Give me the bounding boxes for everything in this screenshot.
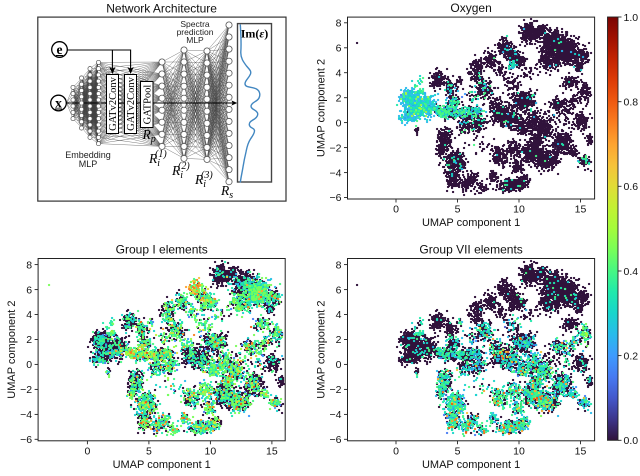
svg-text:2: 2 bbox=[336, 334, 342, 346]
svg-text:2: 2 bbox=[26, 334, 32, 346]
svg-text:10: 10 bbox=[513, 204, 525, 216]
svg-text:1.0: 1.0 bbox=[624, 12, 639, 24]
svg-text:Group I elements: Group I elements bbox=[116, 243, 208, 257]
svg-text:UMAP component 2: UMAP component 2 bbox=[316, 300, 328, 398]
svg-text:MLP: MLP bbox=[186, 35, 204, 45]
svg-text:0: 0 bbox=[393, 445, 399, 457]
svg-text:5: 5 bbox=[146, 445, 152, 457]
svg-text:GATPool: GATPool bbox=[142, 85, 153, 125]
svg-text:6: 6 bbox=[336, 284, 342, 296]
svg-text:−4: −4 bbox=[330, 167, 342, 179]
svg-text:UMAP component 2: UMAP component 2 bbox=[316, 59, 328, 157]
svg-text:−6: −6 bbox=[330, 434, 342, 446]
svg-text:8: 8 bbox=[336, 259, 342, 271]
svg-text:−2: −2 bbox=[330, 384, 342, 396]
svg-text:4: 4 bbox=[336, 67, 342, 79]
svg-text:2: 2 bbox=[336, 92, 342, 104]
svg-text:−4: −4 bbox=[20, 409, 32, 421]
svg-text:5: 5 bbox=[455, 445, 461, 457]
svg-text:Spectra: Spectra bbox=[180, 19, 210, 29]
svg-text:UMAP component 1: UMAP component 1 bbox=[422, 217, 520, 229]
svg-text:0: 0 bbox=[393, 204, 399, 216]
svg-text:−4: −4 bbox=[330, 409, 342, 421]
svg-text:e: e bbox=[57, 42, 63, 57]
svg-text:4: 4 bbox=[336, 309, 342, 321]
svg-text:0.2: 0.2 bbox=[624, 350, 639, 362]
svg-text:15: 15 bbox=[575, 204, 587, 216]
svg-text:Oxygen: Oxygen bbox=[450, 1, 491, 15]
svg-text:5: 5 bbox=[455, 204, 461, 216]
svg-text:0.6: 0.6 bbox=[624, 181, 639, 193]
svg-text:MLP: MLP bbox=[79, 159, 98, 169]
svg-text:UMAP component 1: UMAP component 1 bbox=[422, 459, 520, 471]
svg-text:−6: −6 bbox=[20, 434, 32, 446]
svg-text:8: 8 bbox=[336, 18, 342, 30]
svg-text:Network Architecture: Network Architecture bbox=[106, 2, 217, 16]
svg-text:−2: −2 bbox=[20, 384, 32, 396]
svg-text:0: 0 bbox=[336, 117, 342, 129]
svg-text:Group VII elements: Group VII elements bbox=[419, 243, 522, 257]
svg-text:−6: −6 bbox=[330, 192, 342, 204]
svg-text:0: 0 bbox=[26, 359, 32, 371]
svg-text:GATv2Conv: GATv2Conv bbox=[108, 76, 119, 130]
svg-text:−2: −2 bbox=[330, 142, 342, 154]
svg-text:x: x bbox=[55, 96, 62, 111]
svg-text:Im(ε): Im(ε) bbox=[241, 27, 269, 41]
svg-text:prediction: prediction bbox=[177, 27, 214, 37]
svg-text:6: 6 bbox=[26, 284, 32, 296]
svg-text:4: 4 bbox=[26, 309, 32, 321]
svg-text:0.0: 0.0 bbox=[624, 435, 639, 447]
svg-text:GATv2Conv: GATv2Conv bbox=[126, 76, 137, 130]
svg-text:0.4: 0.4 bbox=[624, 266, 639, 278]
svg-text:Embedding: Embedding bbox=[65, 150, 111, 160]
svg-text:UMAP component 1: UMAP component 1 bbox=[113, 459, 211, 471]
svg-text:10: 10 bbox=[513, 445, 525, 457]
svg-text:0: 0 bbox=[336, 359, 342, 371]
svg-text:UMAP component 2: UMAP component 2 bbox=[6, 300, 18, 398]
svg-text:8: 8 bbox=[26, 259, 32, 271]
svg-text:15: 15 bbox=[575, 445, 587, 457]
svg-text:15: 15 bbox=[266, 445, 278, 457]
svg-text:10: 10 bbox=[205, 445, 217, 457]
svg-text:6: 6 bbox=[336, 43, 342, 55]
svg-text:0.8: 0.8 bbox=[624, 97, 639, 109]
svg-text:0: 0 bbox=[84, 445, 90, 457]
